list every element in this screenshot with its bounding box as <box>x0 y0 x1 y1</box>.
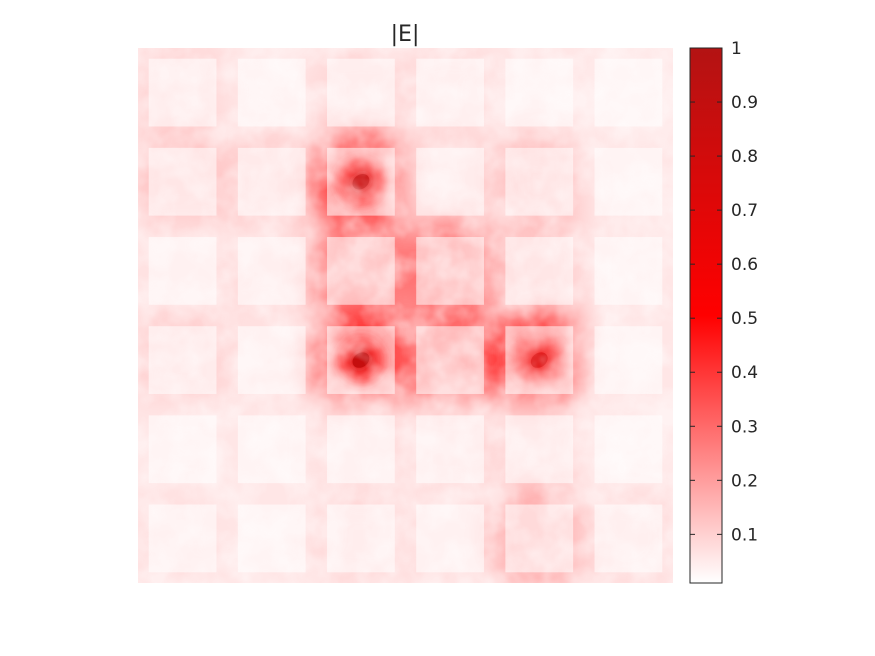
colorbar-tick-label-2: 0.3 <box>731 417 758 437</box>
colorbar-tick-label-5: 0.6 <box>731 255 758 275</box>
colorbar-tick-label-1: 0.2 <box>731 471 758 491</box>
colorbar-tick-label-0: 0.1 <box>731 525 758 545</box>
colorbar-gradient <box>689 47 723 584</box>
colorbar-tick-label-4: 0.5 <box>731 309 758 329</box>
chart-title: |E| <box>391 22 420 47</box>
colorbar-tick-label-7: 0.8 <box>731 147 758 167</box>
texture-overlay <box>138 48 673 583</box>
colorbar-tick-label-6: 0.7 <box>731 201 758 221</box>
colorbar-tick-label-9: 1 <box>731 39 742 59</box>
heatmap-plot-area <box>138 48 673 583</box>
colorbar: 0.1 0.2 0.3 0.4 0.5 0.6 0.7 0.8 0.9 1 <box>689 39 758 584</box>
colorbar-tick-label-8: 0.9 <box>731 93 758 113</box>
colorbar-tick-label-3: 0.4 <box>731 363 758 383</box>
colorbar-ticks: 0.1 0.2 0.3 0.4 0.5 0.6 0.7 0.8 0.9 1 <box>690 39 758 545</box>
